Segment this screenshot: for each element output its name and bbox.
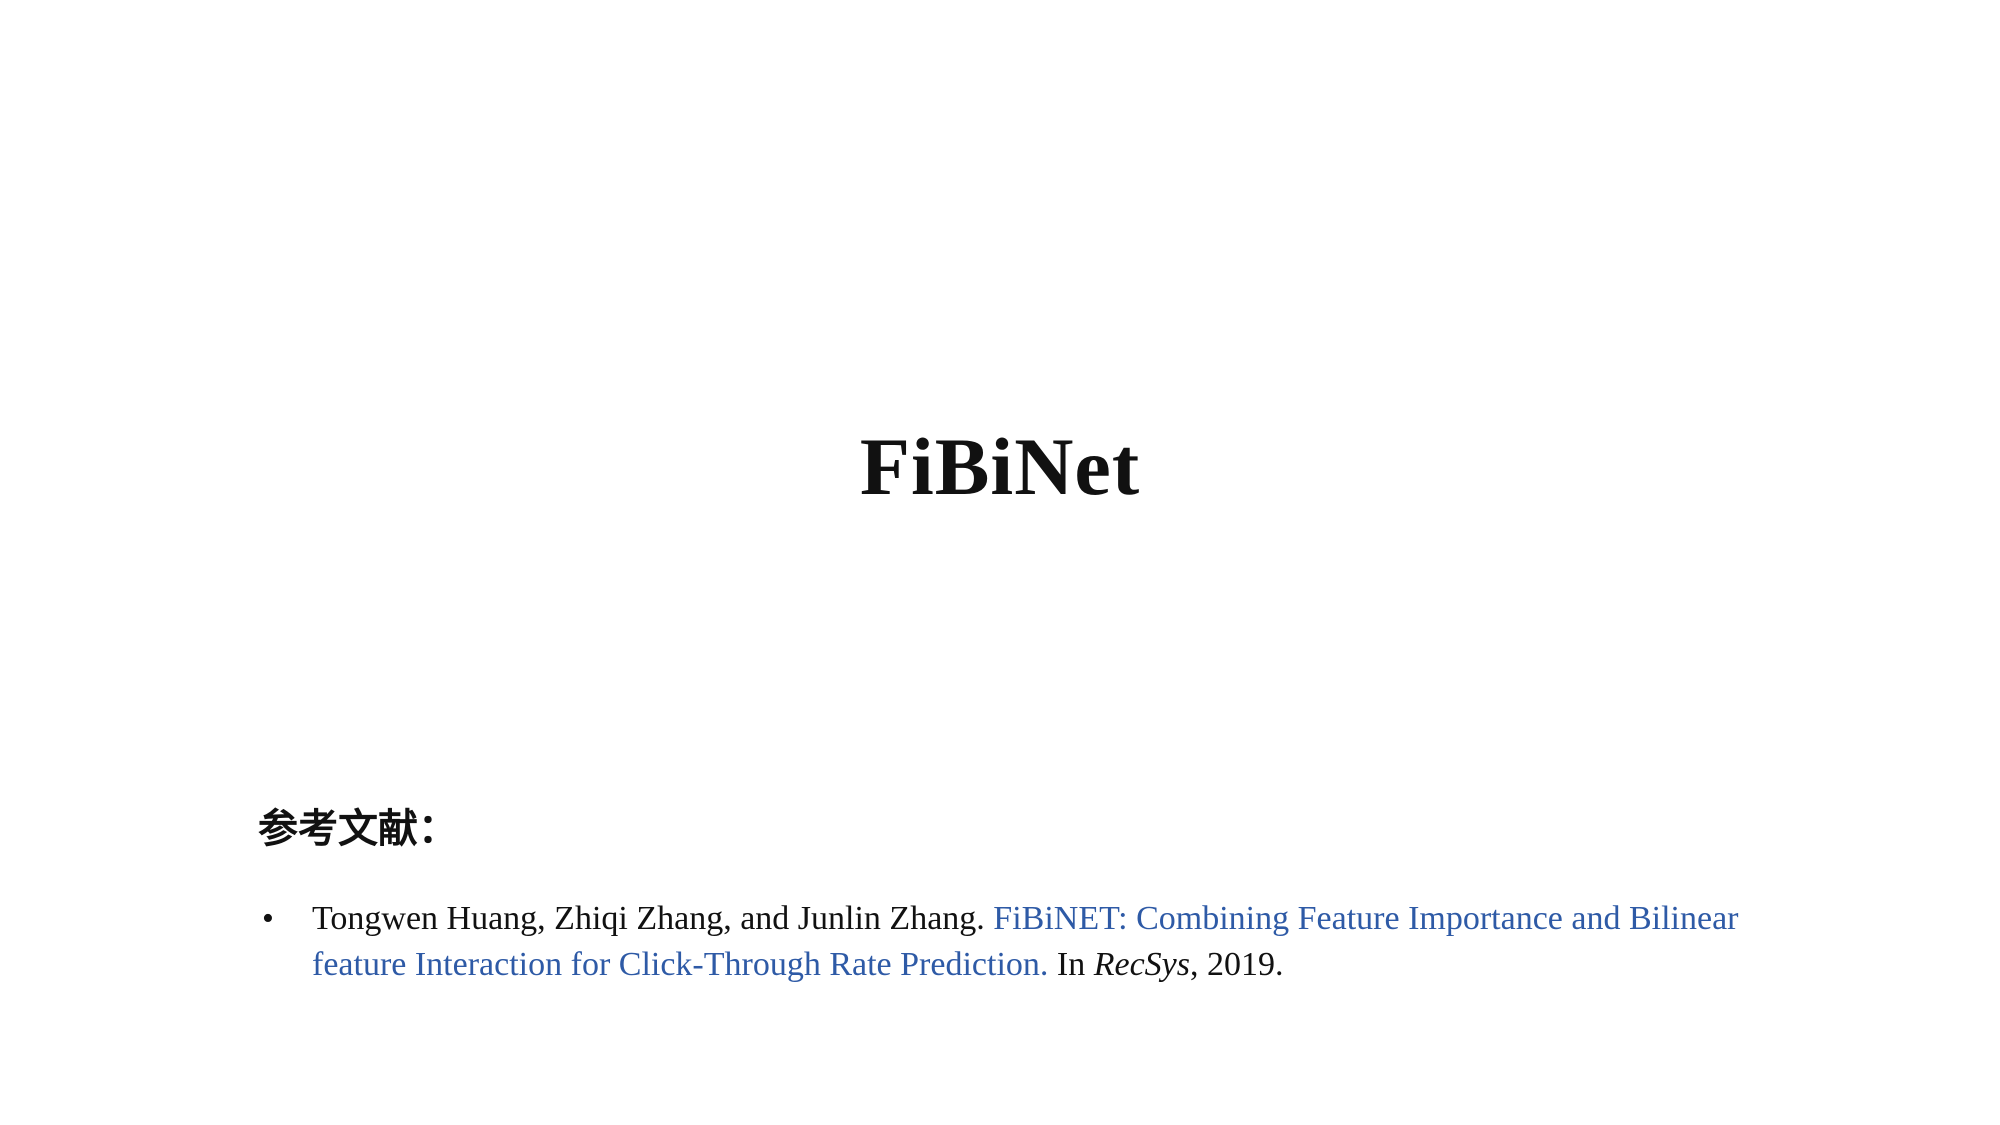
bullet-icon: • (262, 900, 274, 937)
reference-venue-prefix: In (1056, 946, 1094, 983)
reference-item: • Tongwen Huang, Zhiqi Zhang, and Junlin… (258, 896, 1778, 988)
reference-authors: Tongwen Huang, Zhiqi Zhang, and Junlin Z… (312, 900, 994, 937)
reference-venue: RecSys (1093, 946, 1191, 983)
references-list: • Tongwen Huang, Zhiqi Zhang, and Junlin… (258, 896, 1778, 988)
reference-paper-link[interactable]: FiBiNET: Combining Feature Importance an… (312, 900, 1739, 983)
references-heading: 参考文献： (258, 805, 458, 852)
reference-year: , 2019. (1190, 946, 1284, 983)
slide-title: FiBiNet (859, 421, 1141, 512)
